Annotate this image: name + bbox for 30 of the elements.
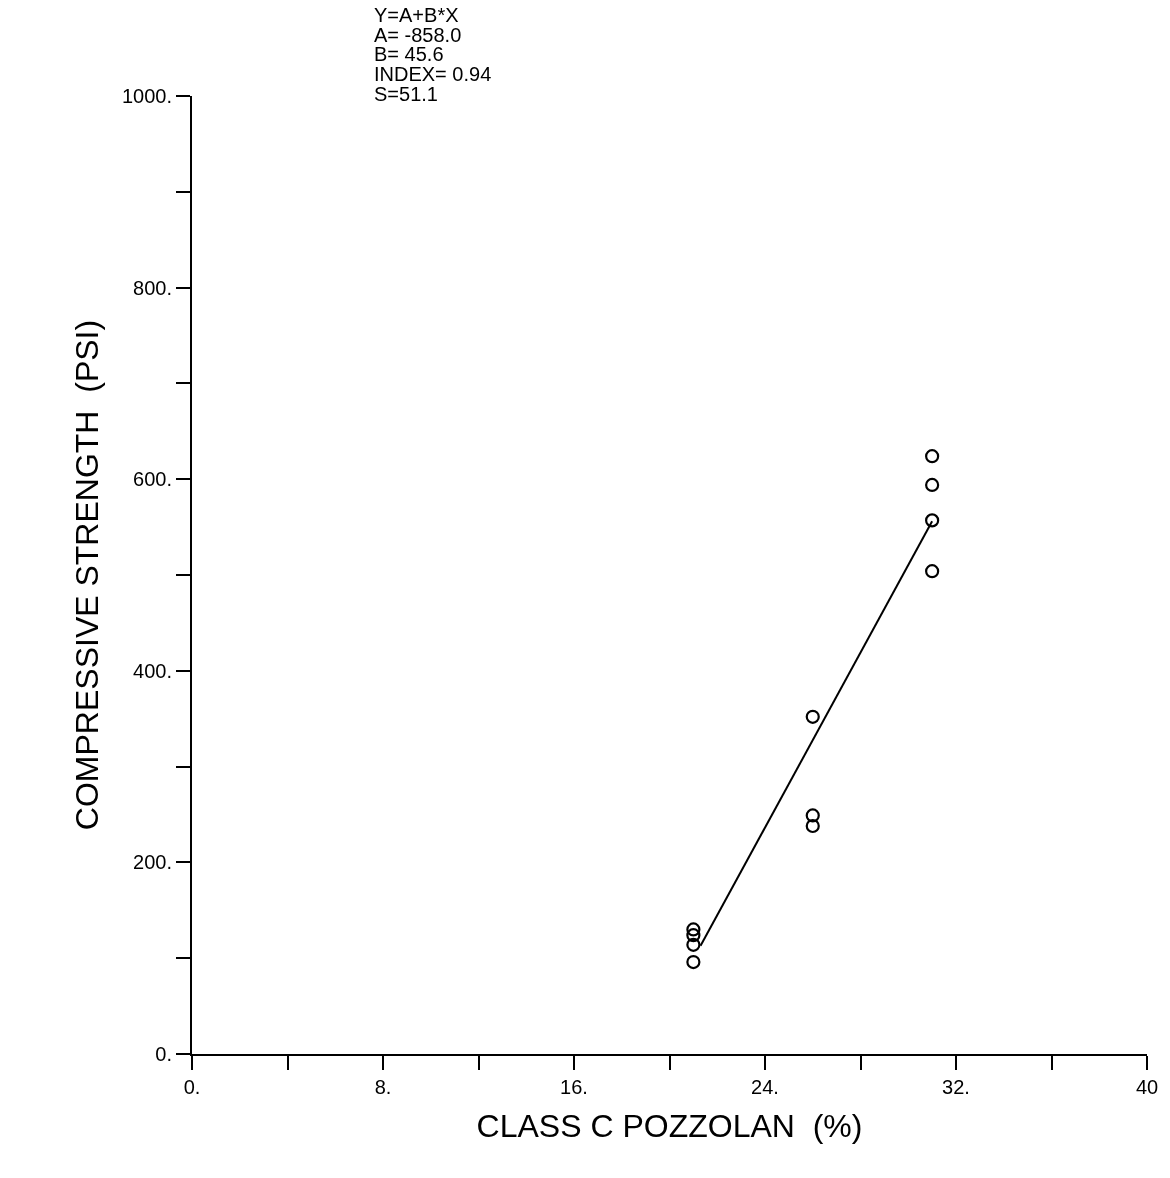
y-tick-label: 1000.: [121, 85, 172, 107]
y-tick-label: 400.: [133, 659, 172, 682]
y-tick-label: 0.: [155, 1043, 172, 1065]
y-tick-label: 800.: [133, 276, 172, 299]
point: [686, 954, 701, 970]
point: [805, 808, 820, 823]
y-tick-label: 200.: [133, 851, 172, 874]
point: [805, 709, 820, 724]
y-tick-label: 600.: [133, 468, 172, 491]
x-tick-label: 32.: [942, 1076, 970, 1098]
text: Y=A+B*X: [374, 4, 459, 26]
x-tick-label: 40: [1135, 1076, 1159, 1098]
point: [686, 922, 701, 937]
point: [925, 564, 940, 579]
point: [686, 928, 701, 943]
x-tick-label: 24.: [751, 1076, 779, 1098]
point: [925, 513, 940, 528]
x-tick-label: 16.: [560, 1076, 588, 1098]
point: [805, 818, 820, 834]
x-tick-label: 0.: [183, 1076, 201, 1098]
annotation: S=51.1: [374, 83, 438, 105]
text: A= -858.0: [374, 24, 462, 46]
y-axis-title: COMPRESSIVE STRENGTH (PSI): [68, 319, 105, 831]
x-axis-title: CLASS C POZZOLAN (%): [476, 1108, 863, 1145]
point: [925, 477, 940, 493]
x-tick-label: 8.: [374, 1076, 392, 1098]
text: B= 45.6: [374, 43, 444, 65]
point: [686, 937, 701, 952]
point: [925, 449, 940, 464]
text: INDEX= 0.94: [374, 63, 492, 85]
